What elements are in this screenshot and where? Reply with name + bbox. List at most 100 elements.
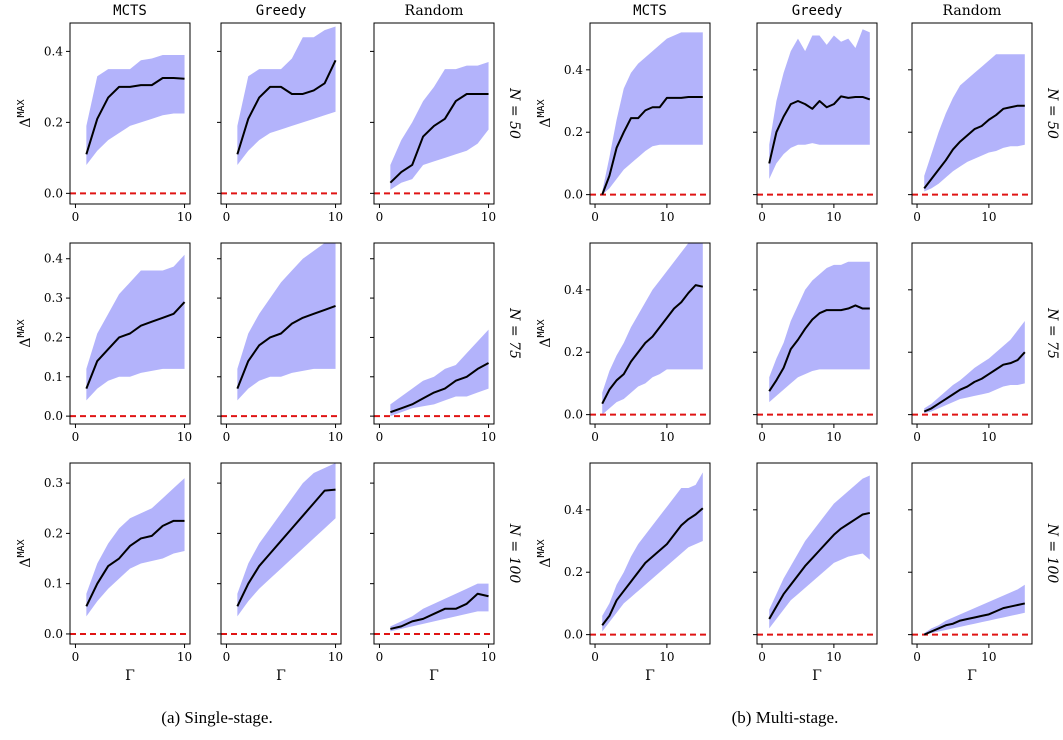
y-tick-label: 0.2	[44, 330, 63, 344]
panel-frame	[220, 462, 342, 645]
confidence-band	[924, 54, 1025, 192]
panel-frame	[589, 462, 711, 645]
panel-multi-r2-c3: 0 10	[908, 242, 1033, 444]
confidence-band	[602, 243, 703, 415]
x-tick-label: 10	[981, 210, 996, 224]
panel-plot-area	[221, 463, 341, 635]
y-axis-label-single-2: ΔMAX	[16, 319, 34, 347]
x-tick-label: 0	[591, 650, 599, 664]
column-title-single-mcts: MCTS	[113, 3, 147, 19]
panel-multi-r2-c2: 0 10	[753, 242, 878, 444]
x-tick-label: 0	[913, 430, 921, 444]
panel-single-r3-c1: 0.0 0.1 0.2 0.3 0 10 Γ	[44, 462, 192, 684]
x-tick-label: 0	[223, 210, 231, 224]
panel-multi-r3-c3: 0 10 Γ	[908, 462, 1033, 684]
panel-plot-area	[757, 475, 877, 636]
y-tick-label: 0.2	[44, 526, 63, 540]
x-axis-label: Γ	[967, 668, 977, 684]
confidence-band	[237, 243, 336, 401]
x-tick-label: 0	[591, 210, 599, 224]
y-tick-label: 0.2	[564, 345, 583, 359]
y-tick-label: 0.3	[44, 476, 63, 490]
mean-line	[236, 59, 337, 155]
x-tick-label: 10	[481, 210, 496, 224]
x-tick-label: 10	[328, 430, 343, 444]
panel-frame	[756, 462, 878, 645]
panel-single-r1-c3: 0 10	[370, 22, 496, 224]
panel-frame	[589, 242, 711, 425]
x-tick-label: 0	[376, 650, 384, 664]
panel-plot-area	[912, 321, 1032, 416]
x-tick-label: 10	[481, 430, 496, 444]
mean-line	[85, 77, 185, 155]
confidence-band	[86, 478, 185, 617]
panel-plot-area	[912, 584, 1032, 636]
mean-line	[601, 95, 703, 195]
x-tick-label: 10	[328, 650, 343, 664]
x-tick-label: 10	[177, 430, 192, 444]
x-tick-label: 10	[826, 430, 841, 444]
y-axis-label-single-3: ΔMAX	[16, 539, 34, 567]
panel-single-r2-c1: 0.0 0.1 0.2 0.3 0.4 0 10	[44, 242, 192, 444]
y-tick-label: 0.2	[564, 125, 583, 139]
y-tick-label: 0.2	[564, 565, 583, 579]
panel-plot-area	[590, 32, 710, 196]
y-tick-label: 0.0	[564, 408, 583, 422]
panel-frame	[589, 22, 711, 205]
panel-multi-r3-c1: 0.0 0.2 0.4 0 10 Γ	[564, 462, 711, 684]
panel-multi-r3-c2: 0 10 Γ	[753, 462, 878, 684]
panel-plot-area	[590, 243, 710, 416]
y-tick-label: 0.0	[44, 186, 63, 200]
x-tick-label: 10	[177, 650, 192, 664]
panel-plot-area	[374, 62, 494, 195]
mean-line	[236, 305, 336, 389]
confidence-band	[390, 329, 489, 417]
confidence-band	[924, 321, 1025, 414]
panel-frame	[69, 462, 191, 645]
x-tick-label: 0	[223, 650, 231, 664]
panel-plot-area	[70, 54, 190, 195]
mean-line	[923, 351, 1026, 413]
x-tick-label: 10	[177, 210, 192, 224]
panel-frame	[911, 242, 1033, 425]
panel-single-r2-c3: 0 10	[370, 242, 496, 444]
confidence-band	[769, 261, 870, 403]
confidence-band	[602, 472, 703, 632]
mean-line	[923, 104, 1025, 190]
confidence-band	[769, 475, 870, 629]
column-title-multi-greedy: Greedy	[792, 3, 843, 19]
confidence-band	[602, 32, 703, 195]
y-tick-label: 0.4	[44, 252, 63, 266]
x-tick-label: 0	[758, 430, 766, 444]
panel-frame	[911, 22, 1033, 205]
panel-plot-area	[590, 472, 710, 636]
panel-single-r1-c1: 0.0 0.2 0.4 0 10	[44, 22, 192, 224]
mean-line	[85, 519, 185, 607]
x-tick-label: 10	[981, 430, 996, 444]
confidence-band	[86, 254, 185, 401]
panel-frame	[373, 462, 495, 645]
y-tick-label: 0.4	[44, 44, 63, 58]
mean-line	[236, 488, 336, 607]
confidence-band	[237, 463, 336, 617]
x-tick-label: 0	[913, 650, 921, 664]
mean-line	[601, 507, 704, 626]
x-tick-label: 0	[913, 210, 921, 224]
column-title-multi-random: Random	[943, 3, 1002, 19]
confidence-band	[769, 29, 870, 180]
x-tick-label: 0	[376, 210, 384, 224]
x-tick-label: 0	[758, 210, 766, 224]
x-tick-label: 10	[659, 430, 674, 444]
panel-frame	[69, 242, 191, 425]
row-title-single-1: N = 50	[506, 87, 522, 139]
panel-plot-area	[221, 26, 341, 195]
x-tick-label: 10	[826, 210, 841, 224]
panel-frame	[69, 22, 191, 205]
panel-multi-r1-c3: 0 10	[908, 22, 1033, 224]
panel-plot-area	[374, 329, 494, 418]
x-tick-label: 10	[659, 650, 674, 664]
panel-single-r1-c2: 0 10	[217, 22, 343, 224]
x-tick-label: 10	[659, 210, 674, 224]
mean-line	[601, 284, 704, 405]
